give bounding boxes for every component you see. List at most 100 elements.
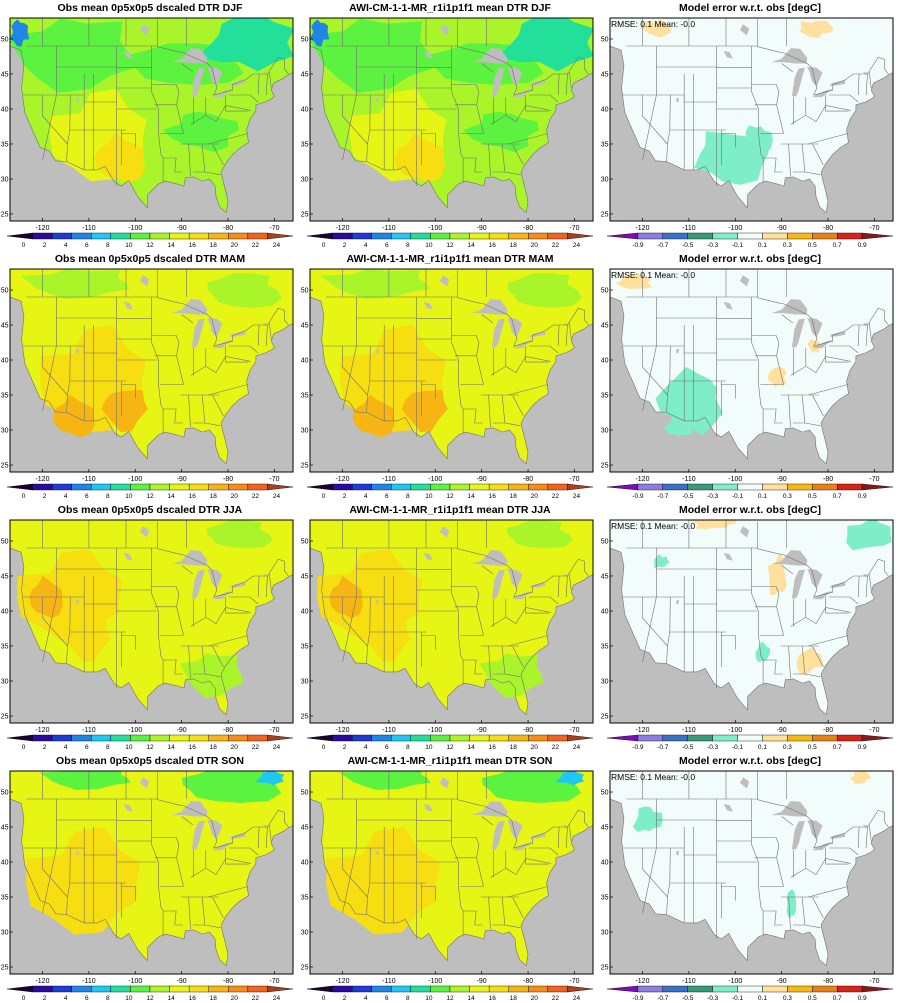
map-panel-obs-mam: Obs mean 0p5x0p5 dscaled DTR MAM 25 30 35 40… <box>0 251 300 501</box>
lon-tick-label: -120 <box>635 225 649 232</box>
colorbar-swatch <box>737 483 763 491</box>
state-border <box>265 73 268 96</box>
lon-tick-label: -100 <box>728 727 742 734</box>
state-border <box>475 335 484 385</box>
colorbar-swatch <box>762 483 788 491</box>
colorbar-swatch <box>836 734 863 742</box>
map-area <box>10 771 293 974</box>
colorbar-label: 22 <box>552 242 560 249</box>
colorbar-swatch <box>71 483 92 491</box>
state-border <box>212 897 224 919</box>
colorbar-label: 16 <box>489 493 497 500</box>
state-border <box>492 673 521 678</box>
colorbar-swatch <box>169 232 190 240</box>
state-border <box>490 607 551 627</box>
colorbar-label: 10 <box>425 242 433 249</box>
field-region <box>507 273 582 308</box>
colorbar-swatch <box>687 985 713 993</box>
coastline <box>610 269 893 465</box>
lake <box>862 824 868 829</box>
colorbar-swatch <box>267 734 294 742</box>
lat-tick-label: 30 <box>601 930 609 937</box>
colorbar-label: 6 <box>385 995 389 1002</box>
state-border <box>121 384 136 399</box>
colorbar: -0.9 -0.7 -0.5 -0.3 -0.1 0.1 0.3 0.5 0.7 0.9 <box>606 232 894 249</box>
lake <box>439 24 450 36</box>
colorbar-swatch <box>6 985 33 993</box>
state-border <box>666 94 671 162</box>
state-border <box>342 95 368 145</box>
colorbar-label: 0.7 <box>833 744 842 751</box>
state-border <box>569 322 572 340</box>
state-border <box>475 84 484 134</box>
lat-tick-label: 50 <box>301 790 309 797</box>
state-border <box>508 133 549 145</box>
lat-tick-label: 25 <box>301 463 309 470</box>
colorbar-swatch <box>836 985 863 993</box>
state-border <box>190 607 251 627</box>
state-border <box>869 824 872 842</box>
lake <box>191 569 205 599</box>
state-border <box>188 394 191 428</box>
lat-tick-label: 30 <box>601 679 609 686</box>
colorbar-swatch <box>351 985 372 993</box>
colorbar-label: 10 <box>125 995 133 1002</box>
state-border <box>366 345 371 413</box>
map-area <box>610 18 893 221</box>
state-border <box>763 157 783 173</box>
colorbar-swatch <box>391 985 412 993</box>
lake <box>139 526 150 538</box>
colorbar-swatch <box>208 232 229 240</box>
colorbar-swatch <box>247 985 268 993</box>
field-region <box>17 548 123 642</box>
lat-tick-label: 35 <box>601 393 609 400</box>
lon-tick-label: -110 <box>682 225 696 232</box>
state-border <box>829 345 859 354</box>
colorbar-swatch <box>662 232 688 240</box>
lake <box>862 71 868 76</box>
map-panel-model-djf: AWI-CM-1-1-MR_r1i1p1f1 mean DTR DJF 25 30 3… <box>300 0 600 250</box>
colorbar-swatch <box>228 232 249 240</box>
colorbar-swatch <box>606 232 639 240</box>
colorbar-swatch <box>861 232 894 240</box>
state-border <box>265 826 268 849</box>
map-frame <box>309 519 594 724</box>
colorbar-swatch <box>391 483 412 491</box>
state-border <box>225 848 249 865</box>
lake <box>375 97 380 103</box>
colorbar-label: -0.3 <box>707 493 719 500</box>
state-border <box>569 71 572 89</box>
state-border <box>201 645 206 675</box>
state-border <box>812 395 824 417</box>
state-border <box>557 575 560 598</box>
colorbar-swatch <box>332 985 353 993</box>
lat-tick-label: 45 <box>601 574 609 581</box>
lat-tick-label: 45 <box>1 574 9 581</box>
lake <box>423 50 433 59</box>
colorbar-label: 14 <box>167 995 175 1002</box>
colorbar-label: 12 <box>446 242 454 249</box>
lake <box>739 777 750 789</box>
colorbar-label: 12 <box>446 493 454 500</box>
lat-tick-label: 30 <box>1 679 9 686</box>
colorbar-label: -0.5 <box>682 744 694 751</box>
state-border <box>481 816 493 826</box>
colorbar-label: 14 <box>467 744 475 751</box>
state-border <box>529 94 559 103</box>
colorbar-swatch <box>110 734 131 742</box>
colorbar-swatch <box>469 232 490 240</box>
lon-tick-label: -80 <box>823 476 833 483</box>
lake <box>507 820 523 840</box>
colorbar-label: 20 <box>531 995 539 1002</box>
lon-tick-label: -100 <box>128 727 142 734</box>
colorbar-label: 0.9 <box>858 995 867 1002</box>
lake <box>423 301 433 310</box>
state-border <box>229 596 259 605</box>
lake <box>562 322 568 327</box>
state-border <box>421 886 436 901</box>
lat-tick-label: 50 <box>601 539 609 546</box>
lake <box>562 824 568 829</box>
lake <box>507 569 523 589</box>
